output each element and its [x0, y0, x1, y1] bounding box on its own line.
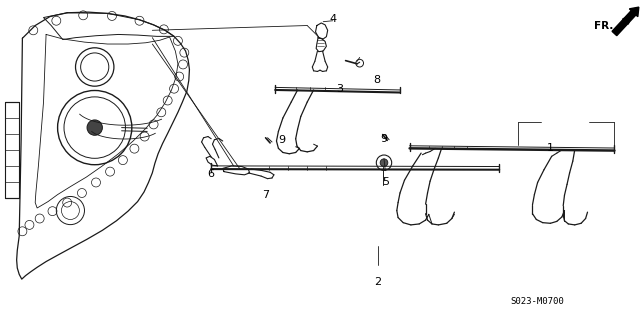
- Text: 8: 8: [372, 75, 380, 85]
- Text: 1: 1: [547, 143, 554, 153]
- Circle shape: [87, 120, 102, 135]
- Text: S023-M0700: S023-M0700: [511, 297, 564, 306]
- Text: 9: 9: [380, 134, 388, 144]
- Text: 7: 7: [262, 190, 269, 200]
- Text: 2: 2: [374, 277, 381, 287]
- Circle shape: [380, 159, 388, 167]
- Text: 9: 9: [278, 135, 285, 145]
- Text: FR.: FR.: [594, 21, 613, 31]
- FancyArrow shape: [612, 7, 639, 36]
- Text: 5: 5: [382, 177, 388, 187]
- Text: 6: 6: [208, 169, 214, 179]
- Text: 3: 3: [336, 84, 342, 94]
- Text: 4: 4: [329, 14, 337, 24]
